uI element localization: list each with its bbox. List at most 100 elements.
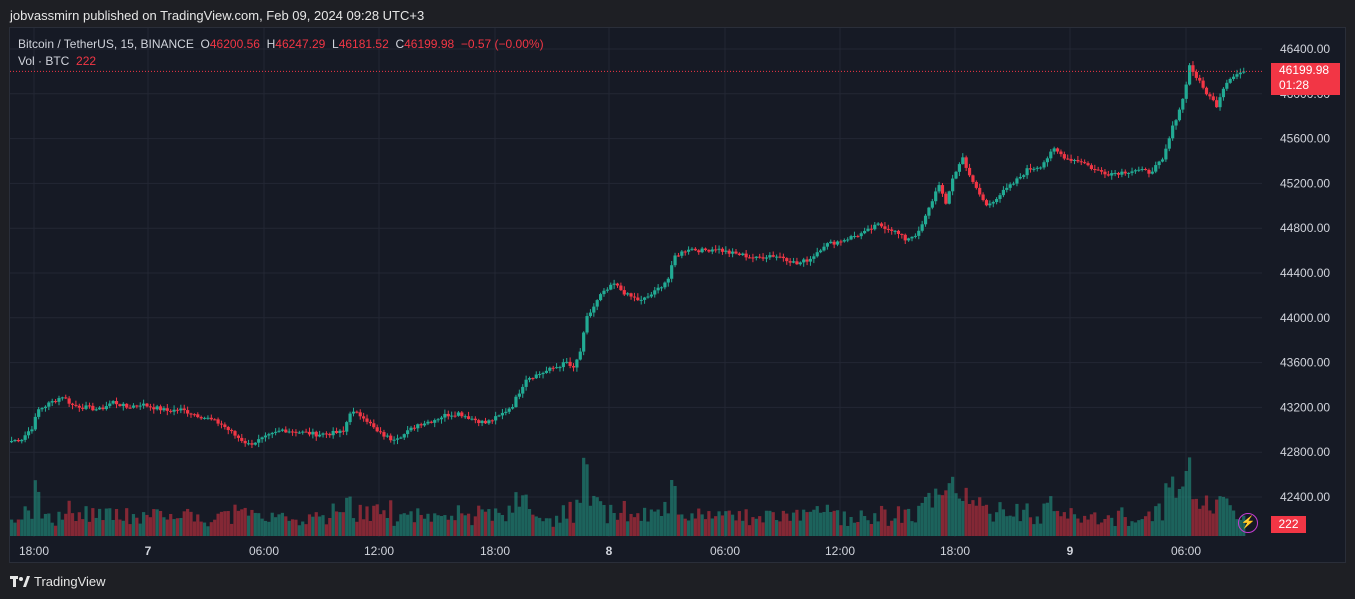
candle-body bbox=[497, 415, 501, 417]
volume-bar bbox=[314, 512, 318, 536]
volume-bar bbox=[473, 516, 477, 536]
volume-label[interactable]: Vol · BTC bbox=[18, 54, 70, 68]
volume-bar bbox=[162, 517, 166, 536]
candle-body bbox=[639, 299, 643, 301]
volume-bar bbox=[1025, 503, 1029, 536]
volume-bar bbox=[257, 513, 261, 536]
volume-bar bbox=[1086, 519, 1090, 536]
close-label: C bbox=[395, 37, 405, 51]
candle-body bbox=[84, 405, 88, 409]
tradingview-logo-icon[interactable] bbox=[10, 575, 30, 588]
candle-body bbox=[419, 424, 423, 426]
candle-body bbox=[1127, 172, 1131, 174]
volume-bar bbox=[13, 522, 17, 536]
volume-bar bbox=[1160, 520, 1165, 536]
candle-body bbox=[1011, 183, 1016, 185]
volume-bar bbox=[981, 505, 985, 536]
y-tick-label: 44400.00 bbox=[1280, 266, 1330, 280]
volume-bar bbox=[1157, 503, 1161, 536]
candle-body bbox=[250, 443, 254, 445]
volume-bar bbox=[348, 496, 352, 536]
candle-body bbox=[808, 258, 813, 262]
volume-bar bbox=[60, 519, 64, 536]
candle-body bbox=[23, 435, 27, 440]
candle-body bbox=[693, 248, 697, 251]
volume-bar bbox=[988, 513, 992, 536]
volume-bar bbox=[216, 513, 220, 536]
volume-bar bbox=[456, 505, 461, 536]
candle-body bbox=[1005, 187, 1009, 190]
y-tick-label: 45200.00 bbox=[1280, 176, 1330, 190]
volume-bar bbox=[307, 514, 312, 536]
x-tick-label: 12:00 bbox=[825, 544, 855, 558]
volume-bar bbox=[944, 490, 948, 536]
candle-body bbox=[1147, 169, 1151, 174]
candle-body bbox=[37, 409, 41, 417]
volume-bar bbox=[466, 513, 471, 536]
candle-body bbox=[341, 430, 345, 432]
symbol-title[interactable]: Bitcoin / TetherUS, 15, BINANCE bbox=[18, 37, 194, 51]
volume-bar bbox=[1096, 524, 1100, 536]
candle-body bbox=[294, 431, 298, 433]
volume-bar bbox=[453, 520, 457, 536]
candle-body bbox=[680, 251, 684, 256]
volume-bar bbox=[954, 493, 958, 536]
volume-bar bbox=[991, 521, 995, 536]
volume-bar bbox=[1066, 518, 1070, 536]
volume-bar bbox=[94, 517, 98, 536]
volume-bar bbox=[548, 518, 552, 536]
volume-bar bbox=[710, 518, 714, 536]
volume-bar bbox=[263, 520, 268, 536]
candle-body bbox=[707, 249, 711, 252]
volume-bar bbox=[385, 517, 389, 536]
x-tick-label: 9 bbox=[1067, 544, 1074, 558]
candle-body bbox=[524, 379, 528, 387]
candle-body bbox=[209, 417, 213, 420]
candle-body bbox=[527, 378, 532, 380]
candle-body bbox=[937, 185, 941, 192]
candle-body bbox=[896, 230, 901, 234]
candle-body bbox=[582, 332, 586, 352]
volume-bar bbox=[673, 486, 677, 536]
candle-body bbox=[439, 417, 444, 420]
volume-bar bbox=[642, 507, 647, 536]
volume-bar bbox=[399, 514, 403, 536]
candle-body bbox=[1154, 165, 1158, 172]
candle-body bbox=[243, 440, 247, 444]
volume-bar bbox=[961, 500, 965, 536]
candle-body bbox=[490, 420, 494, 422]
volume-bar bbox=[422, 518, 427, 536]
candle-body bbox=[507, 408, 511, 412]
volume-bar bbox=[568, 501, 572, 536]
brand-name[interactable]: TradingView bbox=[34, 574, 106, 589]
candle-body bbox=[54, 401, 58, 403]
candle-body bbox=[1039, 167, 1043, 169]
candle-body bbox=[480, 420, 484, 424]
volume-bar bbox=[795, 509, 799, 536]
candle-body bbox=[605, 289, 609, 291]
lightning-icon[interactable]: ⚡ bbox=[1238, 513, 1258, 533]
candle-body bbox=[835, 241, 840, 245]
candle-body bbox=[815, 252, 819, 257]
volume-bar bbox=[84, 506, 88, 536]
volume-bar bbox=[277, 514, 281, 536]
volume-bar bbox=[446, 519, 450, 536]
volume-bar bbox=[50, 522, 54, 536]
volume-bar bbox=[494, 508, 498, 536]
candle-body bbox=[1140, 169, 1144, 171]
volume-bar bbox=[649, 509, 653, 536]
volume-bar bbox=[754, 518, 758, 536]
y-tick-label: 44000.00 bbox=[1280, 311, 1330, 325]
candle-body bbox=[169, 410, 173, 412]
candles bbox=[10, 61, 1246, 448]
volume-bar bbox=[362, 519, 366, 536]
candle-body bbox=[253, 442, 257, 445]
candle-body bbox=[64, 397, 68, 399]
chart-frame[interactable] bbox=[9, 27, 1346, 563]
volume-bar bbox=[913, 522, 917, 536]
candle-body bbox=[30, 429, 34, 432]
candle-body bbox=[114, 401, 119, 405]
candle-body bbox=[754, 256, 758, 258]
volume-bar bbox=[470, 525, 474, 536]
